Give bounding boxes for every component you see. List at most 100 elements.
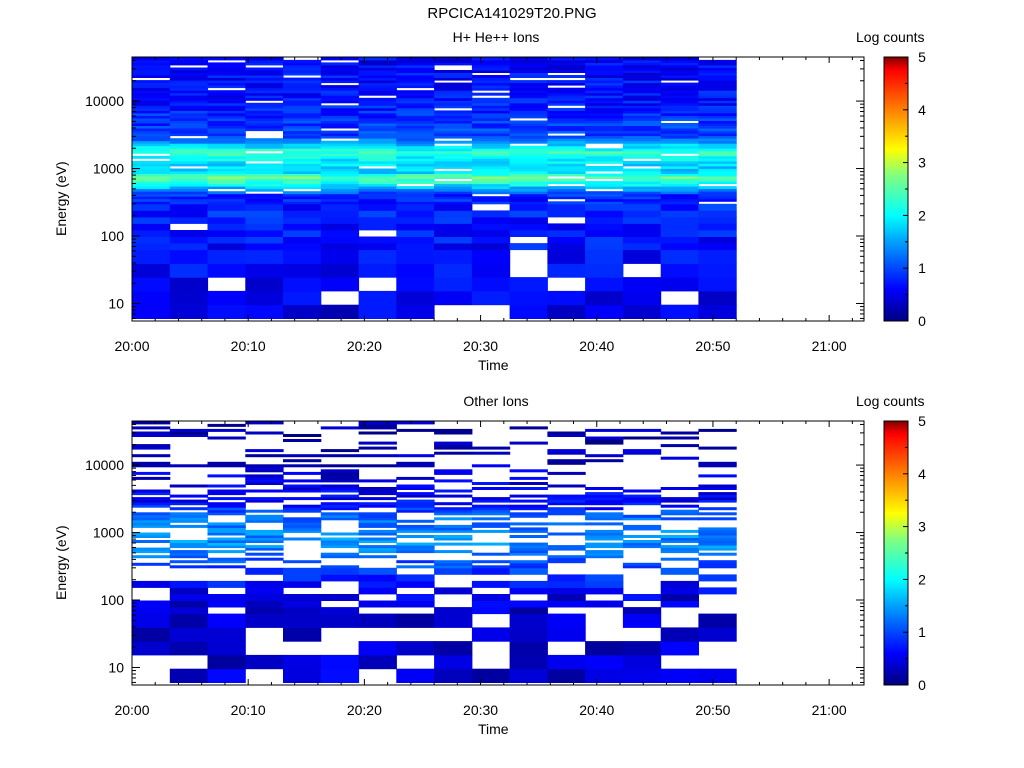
heatmap-cell [547, 594, 586, 601]
heatmap-cell [245, 469, 284, 473]
heatmap-cell [132, 434, 171, 437]
heatmap-cell [585, 514, 624, 518]
heatmap-cell [245, 70, 284, 73]
heatmap-cell [547, 532, 586, 536]
heatmap-cell [585, 555, 624, 559]
heatmap-cell [169, 243, 209, 251]
heatmap-cell [207, 545, 246, 549]
heatmap-cell [132, 75, 171, 78]
heatmap-cell [471, 230, 511, 237]
heatmap-cell [471, 542, 511, 546]
heatmap-cell [396, 464, 435, 468]
heatmap-cell [396, 130, 435, 134]
heatmap-cell [509, 168, 548, 172]
heatmap-cell [169, 120, 209, 124]
heatmap-cell [622, 173, 662, 177]
heatmap-cell [245, 517, 284, 521]
heatmap-cell [622, 542, 662, 546]
heatmap-cell [547, 236, 586, 244]
heatmap-cell [660, 160, 699, 164]
heatmap-cell [622, 92, 662, 96]
heatmap-cell [283, 110, 322, 114]
heatmap-cell [396, 191, 435, 195]
heatmap-cell [207, 155, 246, 159]
heatmap-cell [207, 504, 246, 508]
y-tick-label: 10 [108, 295, 124, 311]
heatmap-cell [132, 230, 171, 237]
heatmap-cell [660, 304, 699, 319]
heatmap-cell [358, 160, 397, 164]
heatmap-cell [132, 193, 171, 197]
heatmap-cell [509, 67, 548, 71]
heatmap-cell [509, 75, 548, 78]
heatmap-cell [622, 100, 662, 104]
heatmap-cell [358, 158, 397, 162]
heatmap-cell [434, 75, 473, 78]
heatmap-cell [698, 145, 737, 149]
heatmap-cell [358, 123, 397, 126]
heatmap-cell [547, 191, 586, 195]
heatmap-cell [396, 148, 435, 152]
heatmap-cell [434, 150, 473, 154]
x-tick-label: 20:00 [114, 338, 149, 354]
heatmap-cell [207, 183, 246, 187]
heatmap-cell [245, 138, 284, 142]
heatmap-cell [245, 567, 284, 575]
heatmap-cell [396, 168, 435, 172]
heatmap-cell [169, 201, 209, 205]
heatmap-cell [585, 502, 624, 506]
heatmap-cell [207, 80, 246, 84]
heatmap-cell [698, 75, 737, 78]
heatmap-cell [698, 542, 737, 546]
heatmap-cell [396, 210, 435, 218]
heatmap-cell [698, 223, 737, 231]
heatmap-cell [245, 454, 284, 458]
heatmap-cell [283, 77, 322, 81]
heatmap-cell [660, 102, 699, 106]
heatmap-cell [547, 203, 586, 211]
heatmap-cell [660, 230, 699, 237]
heatmap-cell [698, 70, 737, 73]
heatmap-cell [396, 155, 435, 159]
heatmap-cell [622, 59, 662, 63]
heatmap-cell [547, 600, 586, 608]
heatmap-cell [622, 304, 662, 319]
heatmap-cell [698, 532, 737, 536]
heatmap-cell [169, 627, 209, 642]
heatmap-cell [698, 527, 737, 531]
heatmap-cell [207, 150, 246, 154]
heatmap-cell [509, 150, 548, 154]
heatmap-cell [283, 123, 322, 126]
heatmap-cell [132, 512, 171, 516]
panel2-colorbar-label: Log counts [856, 393, 925, 409]
heatmap-cell [471, 249, 511, 264]
heatmap-cell [132, 454, 171, 458]
heatmap-cell [283, 168, 322, 172]
heatmap-cell [358, 153, 397, 157]
heatmap-cell [283, 574, 322, 582]
heatmap-cell [320, 67, 360, 71]
heatmap-cell [320, 594, 360, 601]
heatmap-cell [132, 464, 171, 468]
heatmap-cell [660, 509, 699, 513]
heatmap-cell [132, 547, 171, 551]
heatmap-cell [358, 173, 397, 177]
heatmap-cell [132, 155, 171, 159]
heatmap-cell [169, 140, 209, 144]
heatmap-cell [358, 130, 397, 134]
heatmap-cell [283, 171, 322, 174]
heatmap-cell [245, 112, 284, 116]
heatmap-cell [169, 580, 209, 588]
heatmap-cell [245, 607, 284, 615]
heatmap-cell [169, 82, 209, 86]
heatmap-cell [358, 550, 397, 554]
heatmap-cell [396, 64, 435, 68]
heatmap-cell [434, 110, 473, 114]
heatmap-cell [283, 216, 322, 224]
heatmap-cell [622, 118, 662, 121]
heatmap-cell [358, 107, 397, 111]
heatmap-cell [547, 67, 586, 71]
heatmap-cell [396, 527, 435, 531]
heatmap-cell [660, 150, 699, 154]
heatmap-cell [132, 421, 171, 425]
